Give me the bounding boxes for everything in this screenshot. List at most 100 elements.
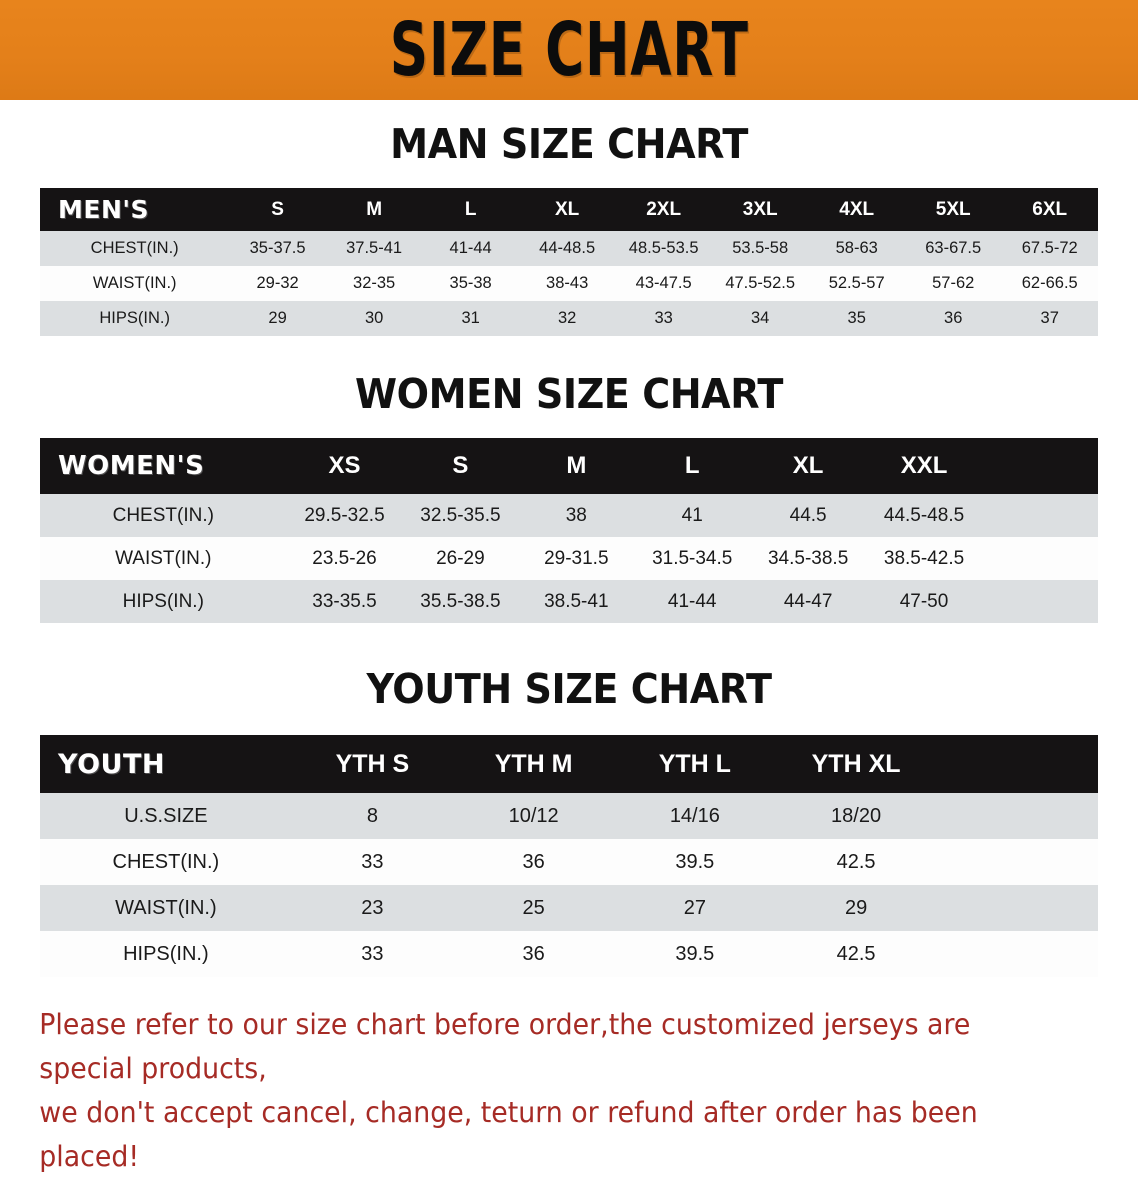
youth-measurement-cell: 33 (361, 850, 384, 873)
women-measurement-cell: 34.5-38.5 (767, 547, 849, 569)
women-table-wrapper: WOMEN'S XS S M L XL XXL CHEST(IN.) 29.5-32.5 32.… (40, 438, 1098, 623)
men-row-label: HIPS(IN.) (99, 309, 170, 327)
men-measurement-cell: 58-63 (835, 239, 878, 257)
men-measurement-cell: 63-67.5 (925, 239, 982, 257)
youth-measurement-cell: 36 (522, 850, 545, 873)
men-measurement-cell: 29-32 (256, 274, 299, 292)
men-measurement-cell: 32-35 (353, 274, 396, 292)
women-measurement-cell: 41 (681, 504, 703, 526)
men-size-header-4xl: 4XL (839, 198, 875, 220)
women-size-header-xs: XS (328, 452, 361, 479)
youth-section-title: YOUTH SIZE CHART (366, 665, 772, 713)
men-measurement-cell: 36 (944, 309, 963, 327)
youth-measurement-cell: 42.5 (836, 942, 876, 965)
women-header-row: WOMEN'S XS S M L XL XXL (40, 438, 1098, 494)
men-size-header-m: M (366, 198, 383, 220)
women-measurement-cell: 32.5-35.5 (420, 504, 501, 526)
youth-measurement-cell: 29 (844, 896, 868, 919)
table-row: WAIST(IN.) 23.5-26 26-29 29-31.5 31.5-34.5 34… (40, 537, 1098, 580)
women-measurement-cell: 33-35.5 (312, 590, 377, 612)
women-measurement-cell: 29.5-32.5 (304, 504, 385, 526)
notice-line-1: Please refer to our size chart before or… (39, 1008, 971, 1085)
women-measurement-cell: 47-50 (899, 590, 949, 612)
women-measurement-cell: 29-31.5 (544, 547, 609, 569)
youth-size-header-yth-s: YTH S (335, 749, 410, 778)
men-size-header-5xl: 5XL (935, 198, 971, 220)
men-measurement-cell: 67.5-72 (1021, 239, 1078, 257)
women-row-label: CHEST(IN.) (112, 504, 214, 526)
men-measurement-cell: 35-38 (449, 274, 492, 292)
man-header-row: MEN'S S M L XL 2XL 3XL 4XL 5XL 6XL (40, 188, 1098, 231)
women-size-header-s: S (452, 452, 469, 479)
women-table-head: WOMEN'S XS S M L XL XXL (40, 438, 1098, 494)
table-row: CHEST(IN.) 35-37.5 37.5-41 41-44 44-48.5 48.5… (40, 231, 1098, 266)
table-row: HIPS(IN.) 33 36 39.5 42.5 (40, 931, 1098, 977)
men-measurement-cell: 41-44 (449, 239, 492, 257)
men-measurement-cell: 29 (268, 309, 287, 327)
youth-header-spacer (937, 735, 1098, 793)
women-table-body: CHEST(IN.) 29.5-32.5 32.5-35.5 38 41 44.5 44.5… (40, 494, 1098, 623)
youth-measurement-cell: 33 (361, 942, 384, 965)
man-table-wrapper: MEN'S S M L XL 2XL 3XL 4XL 5XL 6XL CHEST(IN.) 35-3… (40, 188, 1098, 336)
youth-cell-spacer (937, 793, 1098, 839)
man-table-body: CHEST(IN.) 35-37.5 37.5-41 41-44 44-48.5 48.5… (40, 231, 1098, 336)
youth-table-head: YOUTH YTH S YTH M YTH L YTH XL (40, 735, 1098, 793)
men-measurement-cell: 62-66.5 (1021, 274, 1078, 292)
women-measurement-cell: 26-29 (436, 547, 485, 569)
women-row-label: HIPS(IN.) (122, 590, 204, 612)
women-measurement-cell: 44-47 (783, 590, 833, 612)
women-size-header-m: M (566, 452, 587, 479)
men-measurement-cell: 33 (654, 309, 673, 327)
size-chart-banner: SIZE CHART (0, 0, 1138, 100)
men-measurement-cell: 31 (461, 309, 480, 327)
man-size-table: MEN'S S M L XL 2XL 3XL 4XL 5XL 6XL CHEST(IN.) 35-3… (40, 188, 1098, 336)
youth-cell-spacer (937, 885, 1098, 931)
youth-size-header-yth-m: YTH M (494, 749, 573, 778)
men-measurement-cell: 35 (847, 309, 866, 327)
youth-measurement-cell: 39.5 (675, 942, 715, 965)
youth-size-header-yth-l: YTH L (658, 749, 731, 778)
men-measurement-cell: 35-37.5 (249, 239, 306, 257)
table-row: CHEST(IN.) 33 36 39.5 42.5 (40, 839, 1098, 885)
women-measurement-cell: 41-44 (667, 590, 717, 612)
order-policy-notice: Please refer to our size chart before or… (28, 1003, 1045, 1179)
men-size-header-xl: XL (555, 198, 580, 220)
youth-row-label: U.S.SIZE (124, 804, 208, 827)
youth-measurement-cell: 23 (361, 896, 384, 919)
youth-measurement-cell: 8 (366, 804, 378, 827)
men-size-header-6xl: 6XL (1032, 198, 1068, 220)
women-measurement-cell: 38.5-41 (544, 590, 609, 612)
women-size-header-xxl: XXL (900, 452, 948, 479)
youth-measurement-cell: 36 (522, 942, 545, 965)
youth-size-table: YOUTH YTH S YTH M YTH L YTH XL U.S.SIZE 8 10/1… (40, 735, 1098, 977)
men-measurement-cell: 53.5-58 (732, 239, 789, 257)
youth-measurement-cell: 18/20 (831, 804, 882, 827)
women-section-title: WOMEN SIZE CHART (355, 370, 783, 418)
women-measurement-cell: 31.5-34.5 (652, 547, 733, 569)
women-measurement-cell: 44.5-48.5 (883, 504, 965, 526)
women-cell-spacer (982, 580, 1098, 623)
youth-measurement-cell: 14/16 (669, 804, 720, 827)
women-measurement-cell: 23.5-26 (312, 547, 377, 569)
youth-table-wrapper: YOUTH YTH S YTH M YTH L YTH XL U.S.SIZE 8 10/1… (40, 735, 1098, 977)
table-row: CHEST(IN.) 29.5-32.5 32.5-35.5 38 41 44.5 44.5… (40, 494, 1098, 537)
women-size-table: WOMEN'S XS S M L XL XXL CHEST(IN.) 29.5-32.5 32.… (40, 438, 1098, 623)
women-measurement-cell: 38.5-42.5 (883, 547, 965, 569)
men-category-header: MEN'S (58, 195, 150, 224)
page-title: SIZE CHART (389, 7, 749, 93)
youth-category-header: YOUTH (58, 748, 165, 780)
man-section-title: MAN SIZE CHART (390, 120, 748, 168)
men-measurement-cell: 52.5-57 (828, 274, 885, 292)
men-row-label: WAIST(IN.) (92, 274, 177, 292)
table-row: WAIST(IN.) 29-32 32-35 35-38 38-43 43-47.5 47.… (40, 266, 1098, 301)
men-measurement-cell: 57-62 (932, 274, 975, 292)
women-measurement-cell: 44.5 (789, 504, 827, 526)
women-row-label: WAIST(IN.) (115, 547, 212, 569)
notice-line-2: we don't accept cancel, change, teturn o… (39, 1096, 978, 1173)
youth-measurement-cell: 39.5 (675, 850, 715, 873)
men-measurement-cell: 37.5-41 (346, 239, 403, 257)
women-size-header-l: L (684, 452, 700, 479)
youth-table-body: U.S.SIZE 8 10/12 14/16 18/20 CHEST(IN.) 33 36 39… (40, 793, 1098, 977)
man-table-head: MEN'S S M L XL 2XL 3XL 4XL 5XL 6XL (40, 188, 1098, 231)
men-measurement-cell: 38-43 (546, 274, 589, 292)
